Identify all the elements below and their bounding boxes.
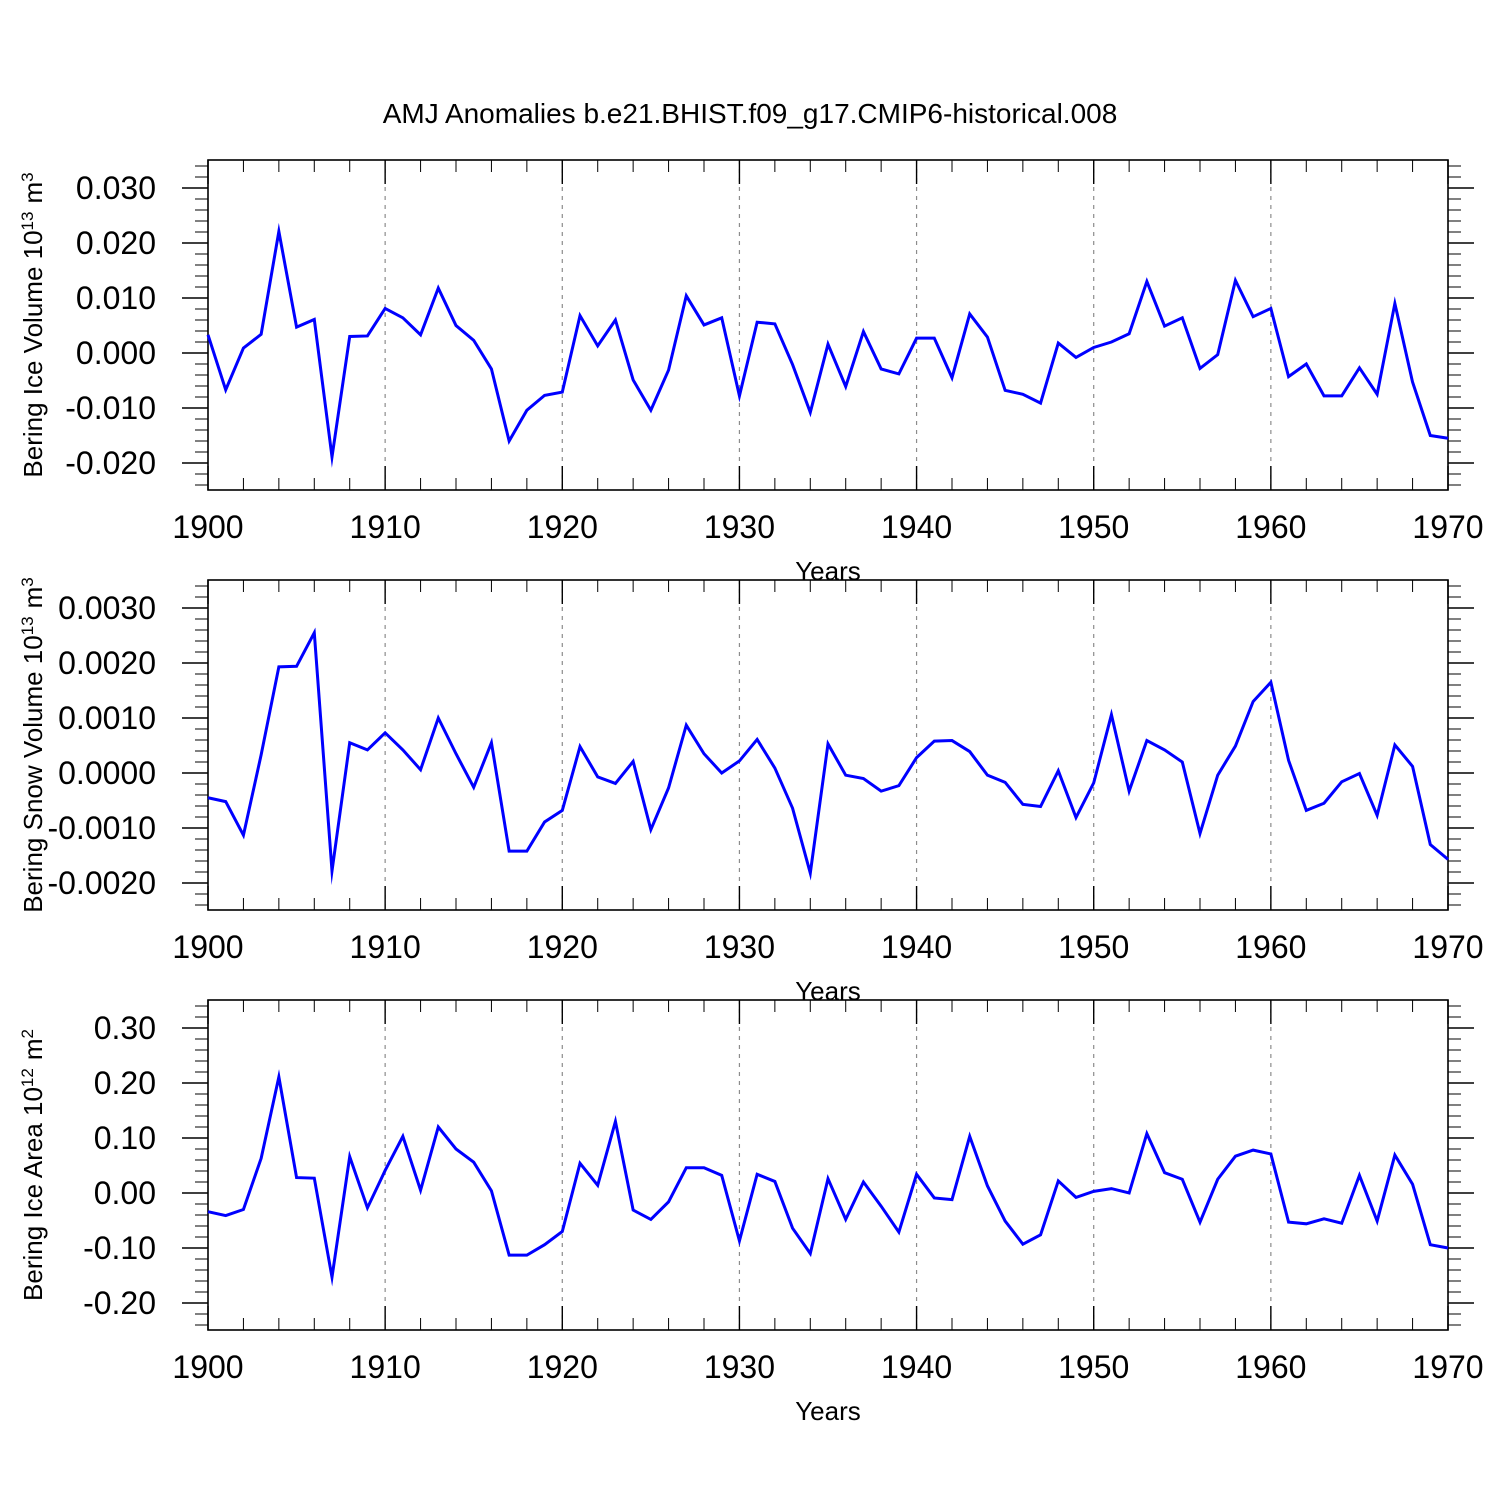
y-axis-label-exponent: 13 xyxy=(18,616,37,635)
y-tick-label: 0.020 xyxy=(76,225,156,261)
y-tick-label: -0.020 xyxy=(65,445,156,481)
plot-frame xyxy=(207,159,1449,491)
y-axis-label: Bering Ice Volume 1013 m3 xyxy=(18,172,49,477)
y-axis-label-unit: m xyxy=(18,587,48,609)
y-axis-label-text: Bering Snow Volume 10 xyxy=(18,635,48,913)
x-tick-label: 1930 xyxy=(704,509,775,545)
x-tick-label: 1910 xyxy=(350,509,421,545)
y-tick-label: 0.030 xyxy=(76,170,156,206)
y-axis-label: Bering Snow Volume 1013 m3 xyxy=(18,577,49,913)
y-axis-label-unit-exponent: 3 xyxy=(18,172,37,181)
y-tick-label: -0.10 xyxy=(83,1230,156,1266)
series-line-ice-area xyxy=(207,1069,1449,1287)
panel-ice-area: 0.30 0.20 0.10 0.00 -0.10 -0.20 1900 1910 1920 19… xyxy=(18,999,1484,1426)
figure-title: AMJ Anomalies b.e21.BHIST.f09_g17.CMIP6-… xyxy=(383,98,1118,129)
x-axis-label: Years xyxy=(795,976,861,1006)
y-tick-label: 0.00 xyxy=(94,1175,156,1211)
y-tick-label: -0.010 xyxy=(65,390,156,426)
x-tick-label: 1910 xyxy=(350,1349,421,1385)
x-tick-label: 1900 xyxy=(172,1349,243,1385)
x-tick-label: 1950 xyxy=(1058,509,1129,545)
panel-ice-volume: 0.030 0.020 0.010 0.000 -0.010 -0.020 1900 1910… xyxy=(18,159,1484,586)
y-axis-label-unit: m xyxy=(18,1038,48,1060)
y-tick-label: 0.010 xyxy=(76,280,156,316)
y-tick-label: 0.000 xyxy=(76,335,156,371)
y-axis-label-text: Bering Ice Area 10 xyxy=(18,1087,48,1301)
plot-frame xyxy=(207,999,1449,1331)
panels: 0.030 0.020 0.010 0.000 -0.010 -0.020 1900 1910… xyxy=(18,159,1484,1426)
y-tick-label: -0.20 xyxy=(83,1285,156,1321)
x-tick-label: 1970 xyxy=(1412,1349,1483,1385)
x-tick-label: 1970 xyxy=(1412,509,1483,545)
y-tick-label: 0.0020 xyxy=(58,645,156,681)
x-tick-label: 1960 xyxy=(1235,509,1306,545)
x-tick-label: 1930 xyxy=(704,929,775,965)
y-axis-label: Bering Ice Area 1012 m2 xyxy=(18,1029,49,1301)
y-tick-label: 0.20 xyxy=(94,1065,156,1101)
x-tick-label: 1940 xyxy=(881,929,952,965)
x-tick-label: 1920 xyxy=(527,509,598,545)
y-tick-label: -0.0020 xyxy=(47,865,156,901)
y-axis-label-unit-exponent: 2 xyxy=(18,1029,37,1038)
y-axis-label-unit-exponent: 3 xyxy=(18,577,37,586)
series-line-ice-volume xyxy=(206,222,1449,468)
y-tick-label: 0.30 xyxy=(94,1010,156,1046)
panel-snow-volume: 0.0030 0.0020 0.0010 0.0000 -0.0010 -0.0020 19… xyxy=(18,577,1484,1006)
series-line-snow-volume xyxy=(207,627,1449,886)
y-tick-label: 0.0000 xyxy=(58,755,156,791)
x-tick-label: 1940 xyxy=(881,509,952,545)
x-tick-label: 1920 xyxy=(527,1349,598,1385)
plot-frame xyxy=(207,579,1449,911)
x-tick-label: 1950 xyxy=(1058,1349,1129,1385)
x-tick-label: 1920 xyxy=(527,929,598,965)
y-axis-label-text: Bering Ice Volume 10 xyxy=(18,230,48,477)
y-axis-label-exponent: 13 xyxy=(18,212,37,231)
y-axis-label-unit: m xyxy=(18,182,48,204)
x-tick-label: 1970 xyxy=(1412,929,1483,965)
x-tick-label: 1960 xyxy=(1235,929,1306,965)
x-tick-label: 1930 xyxy=(704,1349,775,1385)
x-tick-label: 1940 xyxy=(881,1349,952,1385)
y-tick-label: -0.0010 xyxy=(47,810,156,846)
x-tick-label: 1910 xyxy=(350,929,421,965)
x-tick-label: 1900 xyxy=(172,509,243,545)
x-axis-label: Years xyxy=(795,556,861,586)
x-tick-label: 1960 xyxy=(1235,1349,1306,1385)
y-tick-label: 0.10 xyxy=(94,1120,156,1156)
y-tick-label: 0.0030 xyxy=(58,590,156,626)
x-tick-label: 1900 xyxy=(172,929,243,965)
y-axis-label-exponent: 12 xyxy=(18,1068,37,1087)
y-tick-label: 0.0010 xyxy=(58,700,156,736)
x-tick-label: 1950 xyxy=(1058,929,1129,965)
x-axis-label: Years xyxy=(795,1396,861,1426)
